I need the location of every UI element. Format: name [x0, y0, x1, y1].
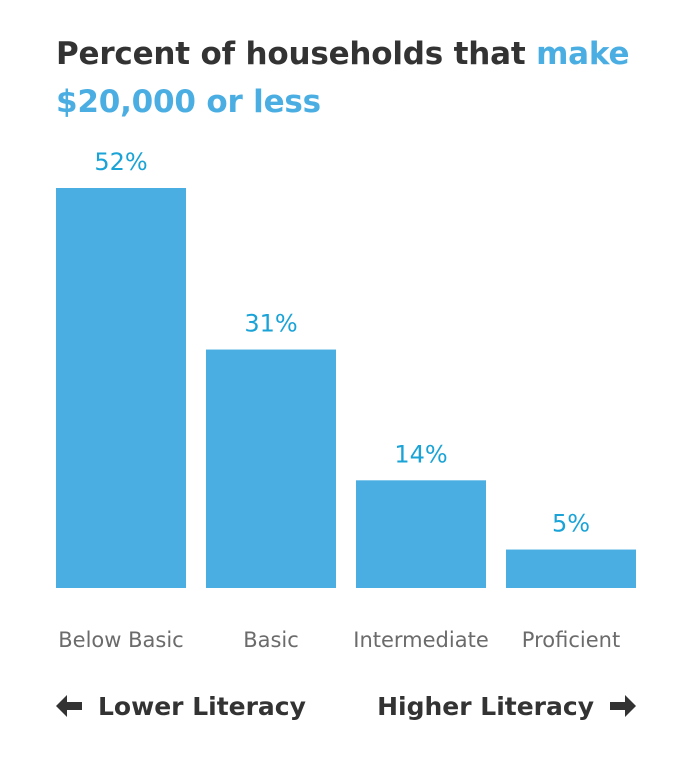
category-label-intermediate: Intermediate — [353, 628, 489, 652]
higher-literacy-indicator: Higher Literacy — [377, 686, 636, 726]
data-label-basic: 31% — [244, 310, 297, 338]
arrow-left-icon — [56, 695, 82, 717]
data-label-intermediate: 14% — [394, 440, 447, 468]
lower-literacy-label: Lower Literacy — [98, 691, 306, 721]
chart-title-highlight: make $20,000 or less — [56, 36, 630, 120]
bar-basic — [206, 349, 336, 588]
bar-intermediate — [356, 480, 486, 588]
arrow-right-icon — [610, 695, 636, 717]
lower-literacy-indicator: Lower Literacy — [56, 686, 306, 726]
bar-below-basic — [56, 188, 186, 588]
higher-literacy-label: Higher Literacy — [377, 691, 594, 721]
chart-title: Percent of households that make $20,000 … — [56, 30, 656, 126]
data-label-proficient: 5% — [552, 510, 590, 538]
data-label-below-basic: 52% — [94, 148, 147, 176]
category-label-below-basic: Below Basic — [58, 628, 183, 652]
category-label-basic: Basic — [243, 628, 299, 652]
chart-title-main: Percent of households that — [56, 36, 537, 72]
category-label-proficient: Proficient — [522, 628, 620, 652]
bar-proficient — [506, 549, 636, 588]
